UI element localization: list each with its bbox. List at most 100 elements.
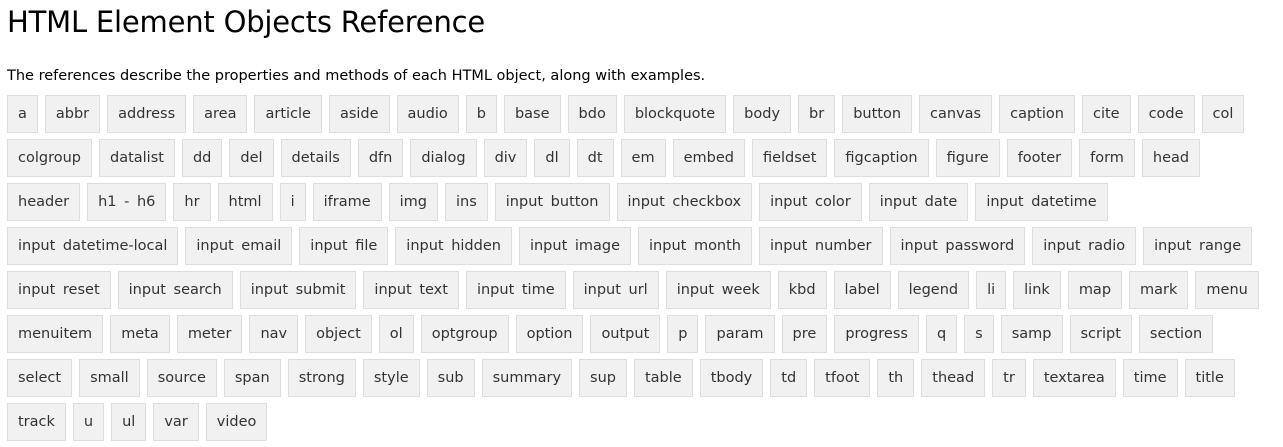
tag-button-script[interactable]: script: [1069, 315, 1132, 353]
tag-button-title[interactable]: title: [1184, 359, 1235, 397]
tag-button-hr[interactable]: hr: [173, 183, 211, 221]
tag-button-option[interactable]: option: [515, 315, 584, 353]
tag-button-p[interactable]: p: [667, 315, 699, 353]
tag-button-input-search[interactable]: input search: [117, 271, 233, 309]
tag-button-input-color[interactable]: input color: [759, 183, 862, 221]
tag-button-meta[interactable]: meta: [110, 315, 170, 353]
tag-button-map[interactable]: map: [1067, 271, 1123, 309]
tag-button-dt[interactable]: dt: [576, 139, 614, 177]
tag-button-input-month[interactable]: input month: [638, 227, 752, 265]
tag-button-input-file[interactable]: input file: [299, 227, 389, 265]
tag-button-footer[interactable]: footer: [1006, 139, 1073, 177]
tag-button-details[interactable]: details: [280, 139, 351, 177]
tag-button-br[interactable]: br: [798, 95, 836, 133]
tag-button-figure[interactable]: figure: [935, 139, 1000, 177]
tag-button-area[interactable]: area: [193, 95, 248, 133]
tag-button-video[interactable]: video: [205, 403, 268, 441]
tag-button-input-number[interactable]: input number: [759, 227, 883, 265]
tag-button-sub[interactable]: sub: [426, 359, 475, 397]
tag-button-nav[interactable]: nav: [249, 315, 299, 353]
tag-button-ol[interactable]: ol: [378, 315, 414, 353]
tag-button-input-reset[interactable]: input reset: [7, 271, 111, 309]
tag-button-dialog[interactable]: dialog: [410, 139, 477, 177]
tag-button-form[interactable]: form: [1079, 139, 1135, 177]
tag-button-input-checkbox[interactable]: input checkbox: [616, 183, 753, 221]
tag-button-tfoot[interactable]: tfoot: [814, 359, 871, 397]
tag-button-canvas[interactable]: canvas: [919, 95, 993, 133]
tag-button-kbd[interactable]: kbd: [777, 271, 827, 309]
tag-button-abbr[interactable]: abbr: [44, 95, 101, 133]
tag-button-em[interactable]: em: [620, 139, 666, 177]
tag-button-h1-h6[interactable]: h1 - h6: [87, 183, 167, 221]
tag-button-select[interactable]: select: [7, 359, 73, 397]
tag-button-input-radio[interactable]: input radio: [1032, 227, 1137, 265]
tag-button-progress[interactable]: progress: [834, 315, 919, 353]
tag-button-input-image[interactable]: input image: [518, 227, 632, 265]
tag-button-meter[interactable]: meter: [176, 315, 243, 353]
tag-button-iframe[interactable]: iframe: [312, 183, 382, 221]
tag-button-blockquote[interactable]: blockquote: [623, 95, 727, 133]
tag-button-html[interactable]: html: [217, 183, 273, 221]
tag-button-col[interactable]: col: [1201, 95, 1245, 133]
tag-button-section[interactable]: section: [1138, 315, 1214, 353]
tag-button-time[interactable]: time: [1122, 359, 1178, 397]
tag-button-th[interactable]: th: [877, 359, 915, 397]
tag-button-optgroup[interactable]: optgroup: [420, 315, 509, 353]
tag-button-object[interactable]: object: [305, 315, 372, 353]
tag-button-input-text[interactable]: input text: [363, 271, 459, 309]
tag-button-small[interactable]: small: [79, 359, 140, 397]
tag-button-label[interactable]: label: [833, 271, 891, 309]
tag-button-code[interactable]: code: [1137, 95, 1195, 133]
tag-button-input-date[interactable]: input date: [868, 183, 969, 221]
tag-button-dd[interactable]: dd: [181, 139, 223, 177]
tag-button-strong[interactable]: strong: [287, 359, 356, 397]
tag-button-menuitem[interactable]: menuitem: [7, 315, 104, 353]
tag-button-figcaption[interactable]: figcaption: [834, 139, 929, 177]
tag-button-address[interactable]: address: [107, 95, 187, 133]
tag-button-input-submit[interactable]: input submit: [239, 271, 357, 309]
tag-button-menu[interactable]: menu: [1195, 271, 1259, 309]
tag-button-dl[interactable]: dl: [534, 139, 570, 177]
tag-button-cite[interactable]: cite: [1081, 95, 1131, 133]
tag-button-aside[interactable]: aside: [328, 95, 390, 133]
tag-button-pre[interactable]: pre: [781, 315, 828, 353]
tag-button-s[interactable]: s: [964, 315, 994, 353]
tag-button-header[interactable]: header: [7, 183, 81, 221]
tag-button-track[interactable]: track: [7, 403, 66, 441]
tag-button-td[interactable]: td: [770, 359, 808, 397]
tag-button-embed[interactable]: embed: [672, 139, 745, 177]
tag-button-base[interactable]: base: [503, 95, 561, 133]
tag-button-body[interactable]: body: [733, 95, 792, 133]
tag-button-colgroup[interactable]: colgroup: [7, 139, 92, 177]
tag-button-input-hidden[interactable]: input hidden: [395, 227, 512, 265]
tag-button-source[interactable]: source: [146, 359, 217, 397]
tag-button-caption[interactable]: caption: [999, 95, 1075, 133]
tag-button-div[interactable]: div: [483, 139, 528, 177]
tag-button-input-datetime[interactable]: input datetime: [975, 183, 1108, 221]
tag-button-var[interactable]: var: [153, 403, 199, 441]
tag-button-link[interactable]: link: [1013, 271, 1061, 309]
tag-button-img[interactable]: img: [388, 183, 438, 221]
tag-button-fieldset[interactable]: fieldset: [751, 139, 828, 177]
tag-button-input-button[interactable]: input button: [494, 183, 610, 221]
tag-button-ins[interactable]: ins: [444, 183, 488, 221]
tag-button-ul[interactable]: ul: [111, 403, 147, 441]
tag-button-i[interactable]: i: [279, 183, 306, 221]
tag-button-u[interactable]: u: [72, 403, 105, 441]
tag-button-summary[interactable]: summary: [481, 359, 573, 397]
tag-button-thead[interactable]: thead: [921, 359, 986, 397]
tag-button-output[interactable]: output: [590, 315, 661, 353]
tag-button-input-range[interactable]: input range: [1143, 227, 1253, 265]
tag-button-b[interactable]: b: [465, 95, 497, 133]
tag-button-audio[interactable]: audio: [396, 95, 459, 133]
tag-button-legend[interactable]: legend: [897, 271, 970, 309]
tag-button-tbody[interactable]: tbody: [699, 359, 764, 397]
tag-button-style[interactable]: style: [362, 359, 420, 397]
tag-button-input-time[interactable]: input time: [465, 271, 566, 309]
tag-button-article[interactable]: article: [254, 95, 322, 133]
tag-button-q[interactable]: q: [925, 315, 958, 353]
tag-button-textarea[interactable]: textarea: [1032, 359, 1116, 397]
tag-button-sup[interactable]: sup: [579, 359, 627, 397]
tag-button-bdo[interactable]: bdo: [567, 95, 617, 133]
tag-button-del[interactable]: del: [229, 139, 274, 177]
